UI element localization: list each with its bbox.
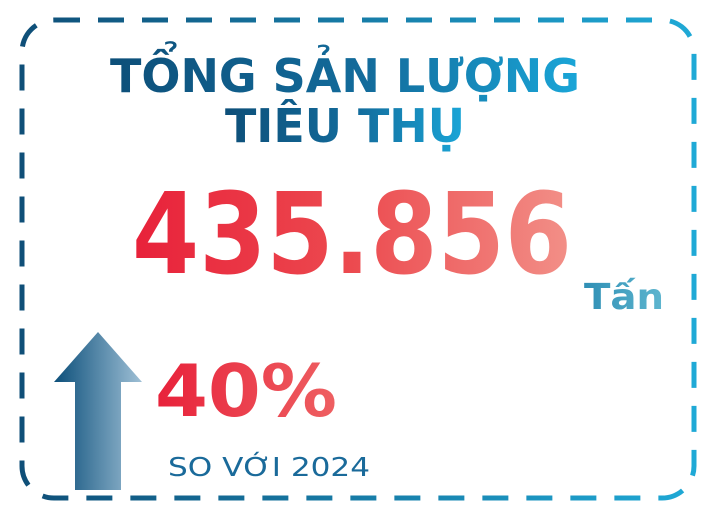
- change-value: 40%: [155, 349, 337, 433]
- title-line: TIÊU THỤ: [225, 99, 465, 153]
- metric-value: 435.856: [132, 170, 572, 300]
- title-line: TỔNG SẢN LƯỢNG: [110, 41, 580, 103]
- dashed-border: [19, 17, 697, 501]
- change-comparison: SO VỚI 2024: [168, 451, 370, 483]
- metric-unit: Tấn: [584, 277, 664, 318]
- up-arrow: [54, 332, 142, 490]
